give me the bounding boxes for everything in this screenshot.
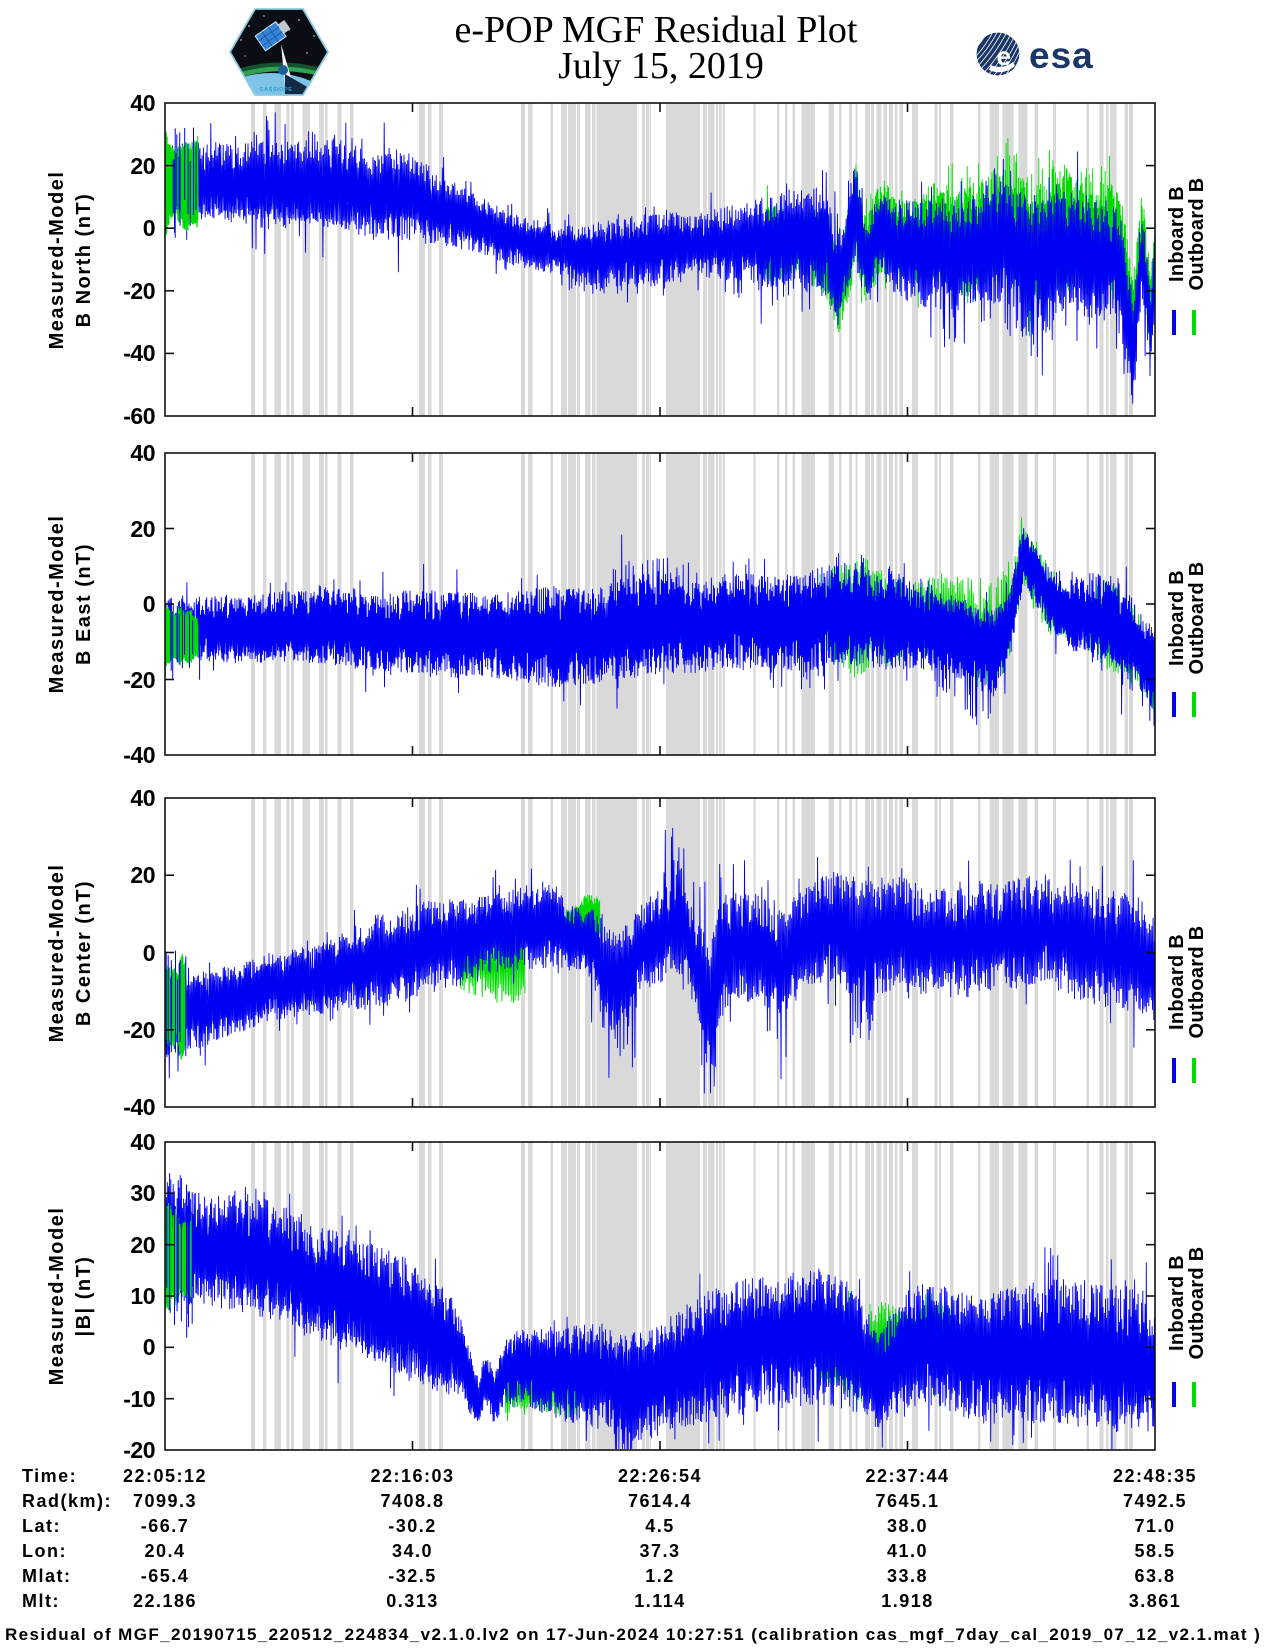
svg-text:esa: esa — [1029, 35, 1094, 76]
svg-text:e: e — [997, 41, 1011, 71]
svg-text:CASSIOPE: CASSIOPE — [260, 87, 293, 93]
